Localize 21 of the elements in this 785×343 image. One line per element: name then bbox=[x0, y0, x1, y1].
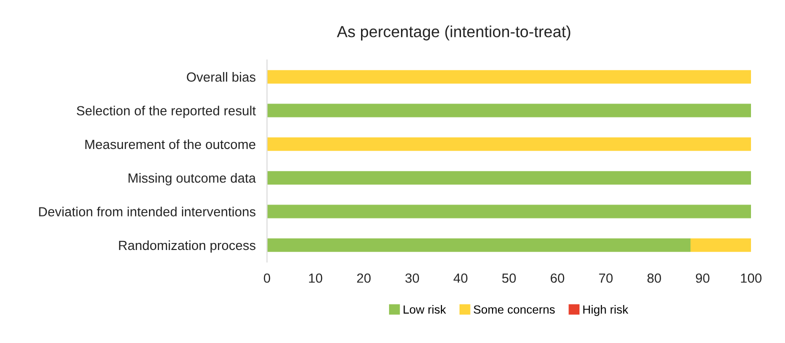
x-tick-label: 20 bbox=[357, 273, 371, 283]
x-tick-label: 90 bbox=[696, 273, 710, 283]
y-tick-label: Selection of the reported result bbox=[76, 106, 256, 118]
x-tick-label: 80 bbox=[647, 273, 662, 283]
chart-title: As percentage (intention-to-treat) bbox=[336, 26, 570, 40]
x-tick-label: 10 bbox=[309, 273, 322, 283]
y-tick-label: Randomization process bbox=[119, 240, 256, 253]
legend-label: High risk bbox=[583, 305, 628, 316]
x-tick-label: 0 bbox=[264, 273, 270, 283]
x-tick-label: 100 bbox=[741, 273, 762, 283]
y-tick-label: Measurement of the outcome bbox=[85, 139, 256, 150]
x-tick-label: 70 bbox=[599, 273, 613, 283]
x-tick-label: 50 bbox=[502, 273, 516, 283]
legend-label: Some concerns bbox=[474, 305, 555, 314]
y-tick-label: Deviation from intended interventions bbox=[39, 206, 256, 216]
x-tick-label: 40 bbox=[454, 273, 468, 283]
legend-label: Low risk bbox=[404, 305, 446, 314]
y-tick-label: Overall bias bbox=[186, 72, 256, 82]
x-tick-label: 60 bbox=[550, 273, 564, 283]
x-tick-label: 30 bbox=[405, 273, 420, 283]
y-tick-label: Missing outcome data bbox=[128, 173, 256, 186]
